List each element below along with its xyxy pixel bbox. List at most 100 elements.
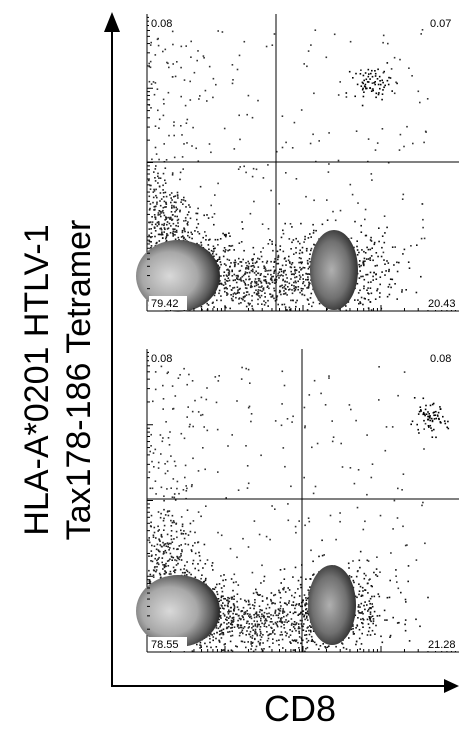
event-dot — [247, 94, 250, 97]
event-dot — [216, 631, 218, 634]
event-dot — [305, 630, 307, 632]
event-dot — [153, 93, 156, 96]
event-dot — [290, 270, 292, 273]
event-dot — [185, 490, 188, 492]
event-dot — [381, 98, 383, 101]
event-dot — [307, 517, 310, 519]
event-dot — [213, 213, 216, 215]
event-dot — [437, 411, 440, 414]
event-dot — [276, 250, 279, 253]
event-dot — [281, 115, 284, 117]
event-dot — [368, 616, 370, 618]
event-dot — [156, 201, 158, 204]
event-dot — [348, 637, 350, 639]
event-dot — [244, 284, 247, 286]
event-dot — [266, 603, 269, 606]
event-dot — [277, 256, 280, 258]
event-dot — [159, 540, 161, 542]
event-dot — [255, 588, 257, 591]
event-dot — [169, 552, 172, 555]
event-dot — [164, 514, 167, 516]
event-dot — [293, 285, 295, 287]
event-dot — [367, 68, 370, 71]
event-dot — [284, 631, 287, 633]
event-dot — [373, 243, 376, 246]
event-dot — [291, 594, 293, 597]
event-dot — [399, 58, 401, 61]
event-dot — [271, 621, 273, 623]
event-dot — [259, 642, 262, 644]
event-dot — [294, 525, 297, 528]
event-dot — [172, 478, 175, 480]
event-dot — [363, 250, 365, 253]
event-dot — [160, 512, 162, 515]
event-dot — [372, 89, 374, 92]
event-dot — [186, 570, 189, 573]
event-dot — [174, 499, 177, 501]
event-dot — [246, 487, 249, 489]
event-dot — [359, 550, 362, 553]
event-dot — [304, 235, 306, 238]
event-dot — [213, 306, 215, 308]
event-dot — [306, 309, 309, 311]
event-dot — [169, 547, 171, 549]
event-dot — [408, 67, 410, 69]
event-dot — [186, 118, 189, 121]
event-dot — [206, 429, 209, 432]
event-dot — [212, 96, 214, 99]
event-dot — [193, 71, 196, 74]
event-dot — [405, 289, 407, 291]
event-dot — [172, 520, 175, 522]
event-dot — [219, 624, 222, 626]
event-dot — [349, 467, 352, 469]
event-dot — [238, 54, 241, 57]
event-dot — [179, 210, 181, 213]
event-dot — [184, 476, 186, 479]
event-dot — [255, 282, 258, 285]
event-dot — [221, 590, 224, 593]
event-dot — [302, 629, 305, 631]
event-dot — [283, 586, 285, 589]
event-dot — [355, 640, 358, 643]
event-dot — [337, 94, 340, 96]
event-dot — [423, 237, 426, 240]
event-dot — [236, 593, 239, 595]
event-dot — [298, 257, 301, 259]
event-dot — [243, 249, 245, 252]
event-dot — [176, 191, 179, 194]
event-dot — [300, 290, 303, 292]
event-dot — [251, 295, 253, 297]
event-dot — [373, 271, 375, 274]
event-dot — [178, 492, 180, 495]
event-dot — [309, 282, 311, 285]
event-dot — [231, 64, 234, 66]
event-dot — [371, 179, 373, 181]
event-dot — [312, 560, 314, 563]
event-dot — [189, 206, 191, 208]
event-dot — [191, 237, 193, 240]
event-dot — [176, 536, 178, 539]
event-dot — [313, 92, 315, 95]
event-dot — [149, 582, 152, 585]
event-dot — [217, 259, 219, 261]
event-dot — [276, 295, 279, 297]
event-dot — [227, 631, 229, 633]
event-dot — [181, 525, 184, 528]
event-dot — [212, 245, 215, 248]
event-dot — [217, 244, 219, 246]
event-dot — [377, 68, 379, 71]
event-dot — [248, 271, 251, 274]
event-dot — [380, 635, 382, 638]
event-dot — [290, 266, 293, 269]
event-dot — [284, 306, 287, 308]
event-dot — [218, 268, 221, 270]
event-dot — [286, 281, 288, 283]
event-dot — [254, 648, 257, 651]
event-dot — [217, 471, 219, 473]
event-dot — [245, 367, 247, 370]
event-dot — [270, 296, 272, 298]
event-dot — [358, 265, 361, 268]
event-dot — [245, 634, 247, 636]
event-dot — [295, 639, 298, 641]
event-dot — [230, 627, 232, 629]
